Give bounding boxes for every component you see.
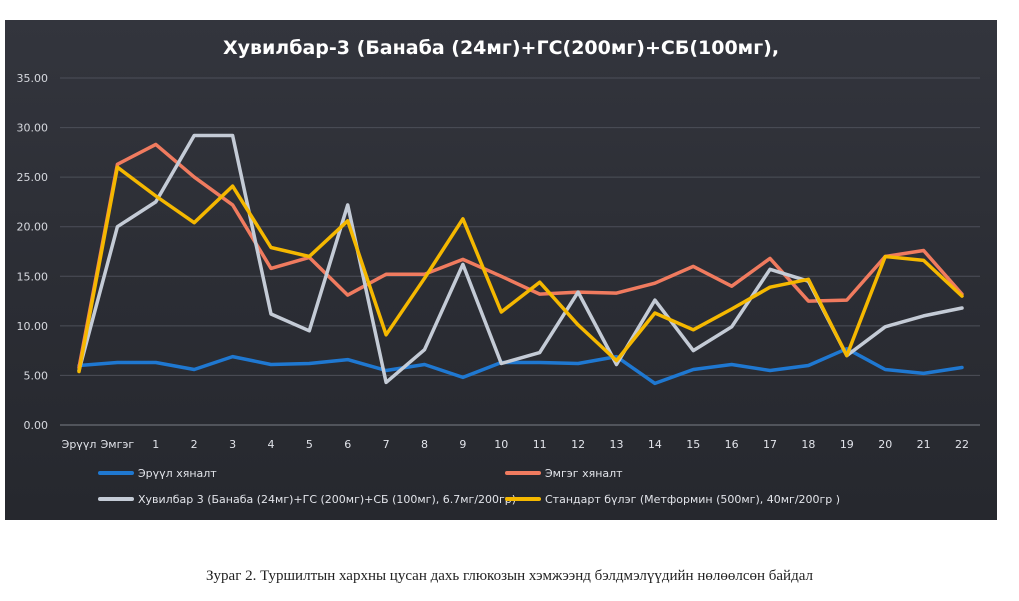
y-tick-label: 25.00	[17, 171, 49, 184]
x-tick-label: 2	[191, 438, 198, 451]
x-tick-label: 6	[344, 438, 351, 451]
x-tick-label: 17	[763, 438, 777, 451]
y-axis: 0.00 5.00 10.00 15.00 20.00 25.00 30.00 35.00	[17, 72, 49, 432]
x-tick-label: 5	[306, 438, 313, 451]
x-tick-label: Эрүүл	[62, 438, 97, 451]
x-tick-label: 22	[955, 438, 969, 451]
legend-label: Эрүүл хяналт	[138, 467, 217, 480]
x-tick-label: 1	[152, 438, 159, 451]
y-tick-label: 10.00	[17, 320, 49, 333]
figure-caption: Зураг 2. Туршилтын хархны цусан дахь глю…	[206, 568, 813, 584]
x-tick-label: 10	[494, 438, 508, 451]
x-tick-label: 8	[421, 438, 428, 451]
x-tick-label: 20	[878, 438, 892, 451]
x-tick-label: 9	[459, 438, 466, 451]
y-tick-label: 5.00	[24, 369, 49, 382]
x-tick-label: 18	[801, 438, 815, 451]
x-tick-label: 14	[648, 438, 662, 451]
x-axis: Эрүүл Эмгэг 1 2 3 4 5 6 7 8 9 10 11 12 13 14 15 16 17 18 19 2…	[62, 438, 969, 451]
series-line-4	[77, 165, 964, 374]
x-tick-label: 16	[725, 438, 739, 451]
y-tick-label: 0.00	[24, 419, 49, 432]
y-tick-label: 30.00	[17, 122, 49, 135]
series-lines	[77, 133, 964, 386]
x-tick-label: 19	[840, 438, 854, 451]
legend-label: Стандарт бүлэг (Метформин (500мг), 40мг/…	[545, 493, 840, 506]
x-tick-label: 3	[229, 438, 236, 451]
x-tick-label: 4	[267, 438, 274, 451]
chart-panel: Хувилбар-3 (Банаба (24мг)+ГС(200мг)+СБ(1…	[5, 20, 997, 520]
x-tick-label: 15	[686, 438, 700, 451]
x-tick-label: Эмгэг	[101, 438, 135, 451]
y-tick-label: 35.00	[17, 72, 49, 85]
y-tick-label: 15.00	[17, 270, 49, 283]
legend-label: Эмгэг хяналт	[545, 467, 623, 480]
x-tick-label: 11	[533, 438, 547, 451]
legend-label: Хувилбар 3 (Банаба (24мг)+ГС (200мг)+СБ …	[138, 493, 516, 506]
y-tick-label: 20.00	[17, 221, 49, 234]
chart-title: Хувилбар-3 (Банаба (24мг)+ГС(200мг)+СБ(1…	[223, 37, 779, 59]
x-tick-label: 13	[609, 438, 623, 451]
series-line-2	[77, 142, 964, 370]
legend: Эрүүл хяналт Эмгэг хяналт Хувилбар 3 (Бана…	[98, 467, 840, 506]
line-chart: Хувилбар-3 (Банаба (24мг)+ГС(200мг)+СБ(1…	[17, 37, 980, 506]
x-tick-label: 21	[917, 438, 931, 451]
series-line-1	[77, 346, 964, 386]
x-tick-label: 12	[571, 438, 585, 451]
series-line-3	[77, 133, 964, 385]
grid-lines	[60, 77, 980, 426]
x-tick-label: 7	[383, 438, 390, 451]
